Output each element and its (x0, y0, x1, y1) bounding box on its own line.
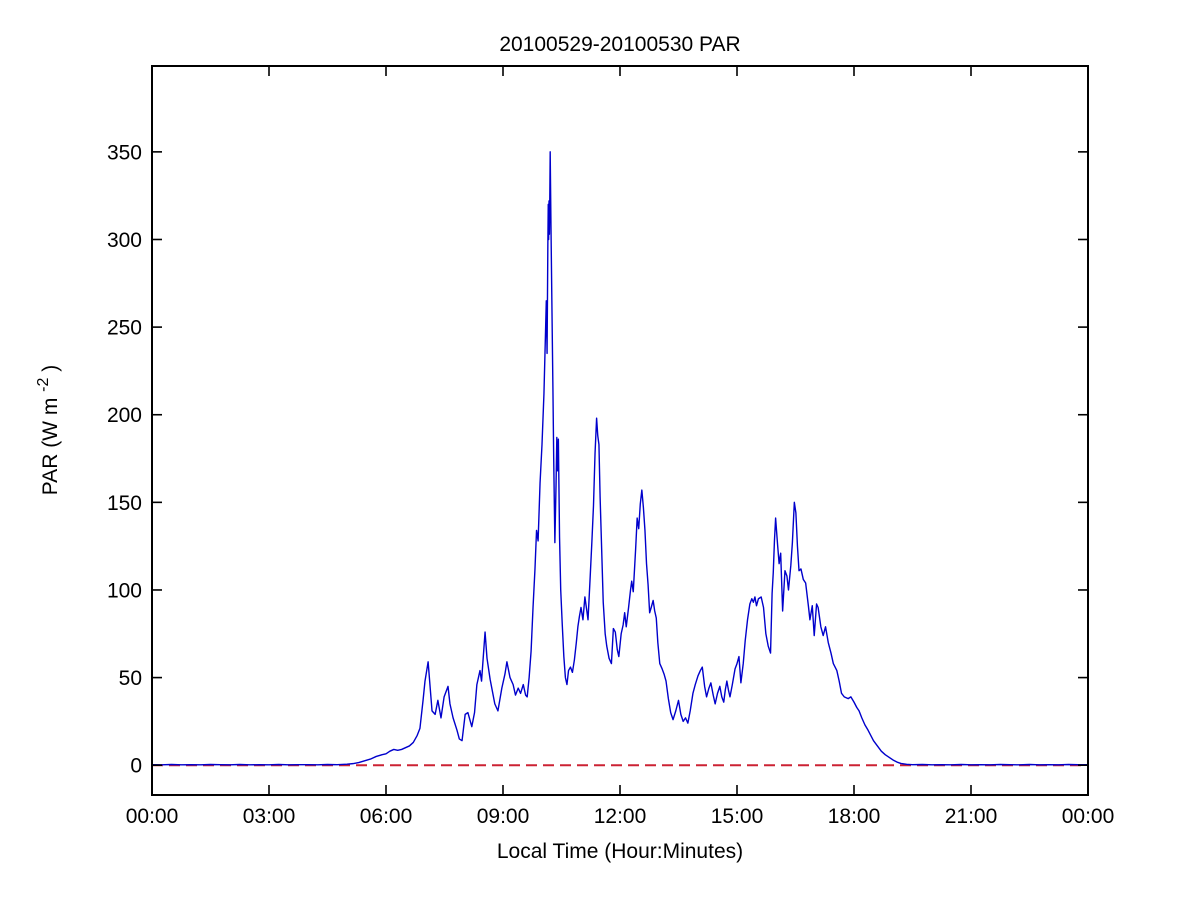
y-tick-label: 200 (107, 404, 142, 427)
x-tick-label: 12:00 (594, 805, 647, 828)
x-tick-label: 09:00 (477, 805, 530, 828)
x-axis-tick-labels: 00:00 03:00 06:00 09:00 12:00 15:00 18:00 21:00… (126, 805, 1115, 828)
y-tick-label: 100 (107, 580, 142, 603)
y-axis-label-superscript: -2 (35, 377, 52, 391)
chart-title: 20100529-20100530 PAR (499, 33, 740, 56)
x-tick-label: 18:00 (828, 805, 881, 828)
x-tick-label: 00:00 (126, 805, 179, 828)
x-tick-label: 06:00 (360, 805, 413, 828)
x-tick-label: 15:00 (711, 805, 764, 828)
y-tick-label: 250 (107, 317, 142, 340)
y-axis-tick-labels: 0 50 100 150 200 250 300 350 (107, 141, 142, 777)
x-axis-label: Local Time (Hour:Minutes) (497, 840, 743, 863)
x-tick-label: 21:00 (945, 805, 998, 828)
par-data-line (151, 151, 1088, 766)
y-tick-label: 0 (130, 755, 142, 778)
y-axis-label-close-paren: ) (39, 365, 62, 372)
y-axis-label: PAR (W m -2 ) (30, 365, 62, 496)
y-tick-label: 350 (107, 141, 142, 164)
y-axis-label-base: PAR (W m (39, 398, 62, 496)
x-tick-label: 03:00 (243, 805, 296, 828)
axis-tick-marks (151, 66, 1089, 795)
y-tick-label: 150 (107, 492, 142, 515)
y-tick-label: 300 (107, 229, 142, 252)
y-tick-label: 50 (119, 667, 142, 690)
x-tick-label: 00:00 (1062, 805, 1115, 828)
